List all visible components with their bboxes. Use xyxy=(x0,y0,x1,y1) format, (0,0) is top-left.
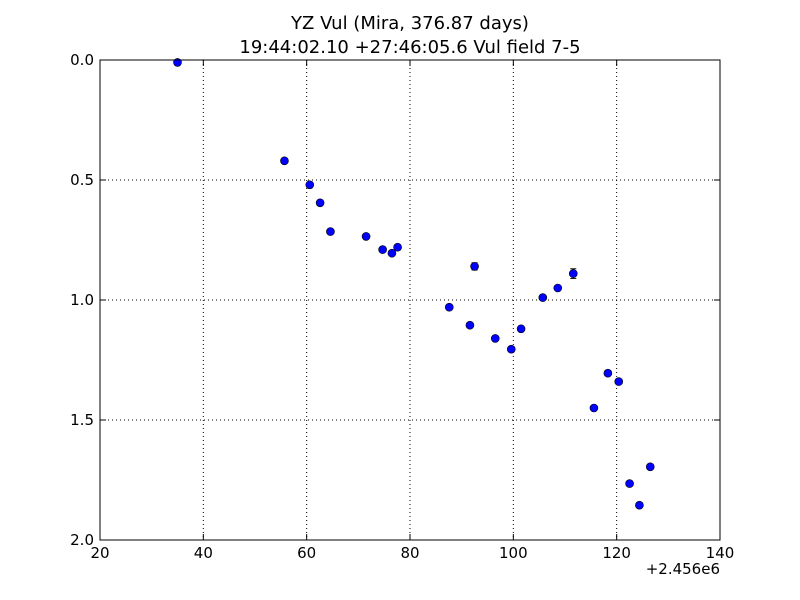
data-point xyxy=(470,262,479,271)
x-tick-label: 60 xyxy=(297,544,316,562)
data-point xyxy=(603,368,613,378)
data-series xyxy=(173,58,655,510)
chart-subtitle: 19:44:02.10 +27:46:05.6 Vul field 7-5 xyxy=(239,37,580,58)
data-point xyxy=(635,500,644,510)
chart-title: YZ Vul (Mira, 376.87 days) xyxy=(290,13,529,34)
x-axis-offset-label: +2.456e6 xyxy=(646,560,720,578)
data-point xyxy=(490,334,500,343)
y-tick-label: 0.0 xyxy=(70,51,94,69)
data-point xyxy=(645,462,655,472)
x-tick-label: 120 xyxy=(602,544,631,562)
x-tick-label: 80 xyxy=(400,544,419,562)
data-point xyxy=(506,344,516,354)
y-axis-tick-labels: 0.0 0.5 1.0 1.5 2.0 xyxy=(70,51,94,549)
data-point xyxy=(361,232,371,241)
plot-frame xyxy=(99,59,721,541)
data-point xyxy=(387,248,397,258)
x-tick-label: 140 xyxy=(706,544,735,562)
data-point xyxy=(444,302,454,312)
x-tick-label: 40 xyxy=(194,544,213,562)
data-point xyxy=(393,242,402,252)
data-point xyxy=(305,180,315,190)
data-point xyxy=(553,283,563,293)
x-tick-label: 100 xyxy=(499,544,528,562)
data-point xyxy=(589,403,599,413)
data-point xyxy=(625,479,634,488)
data-point xyxy=(516,324,526,334)
y-tick-label: 0.5 xyxy=(70,171,94,189)
y-tick-label: 1.0 xyxy=(70,291,94,309)
data-point xyxy=(568,269,578,278)
x-tick-label: 20 xyxy=(90,544,109,562)
data-point xyxy=(538,293,548,302)
y-tick-label: 1.5 xyxy=(70,411,94,429)
y-tick-label: 2.0 xyxy=(70,531,94,549)
data-point xyxy=(465,320,475,330)
x-axis-tick-labels: 20 40 60 80 100 120 140 xyxy=(90,544,734,562)
data-point xyxy=(280,156,289,166)
data-point xyxy=(315,198,325,208)
grid xyxy=(100,60,720,540)
data-point xyxy=(326,227,335,236)
data-point xyxy=(614,377,624,386)
data-point xyxy=(378,245,387,254)
